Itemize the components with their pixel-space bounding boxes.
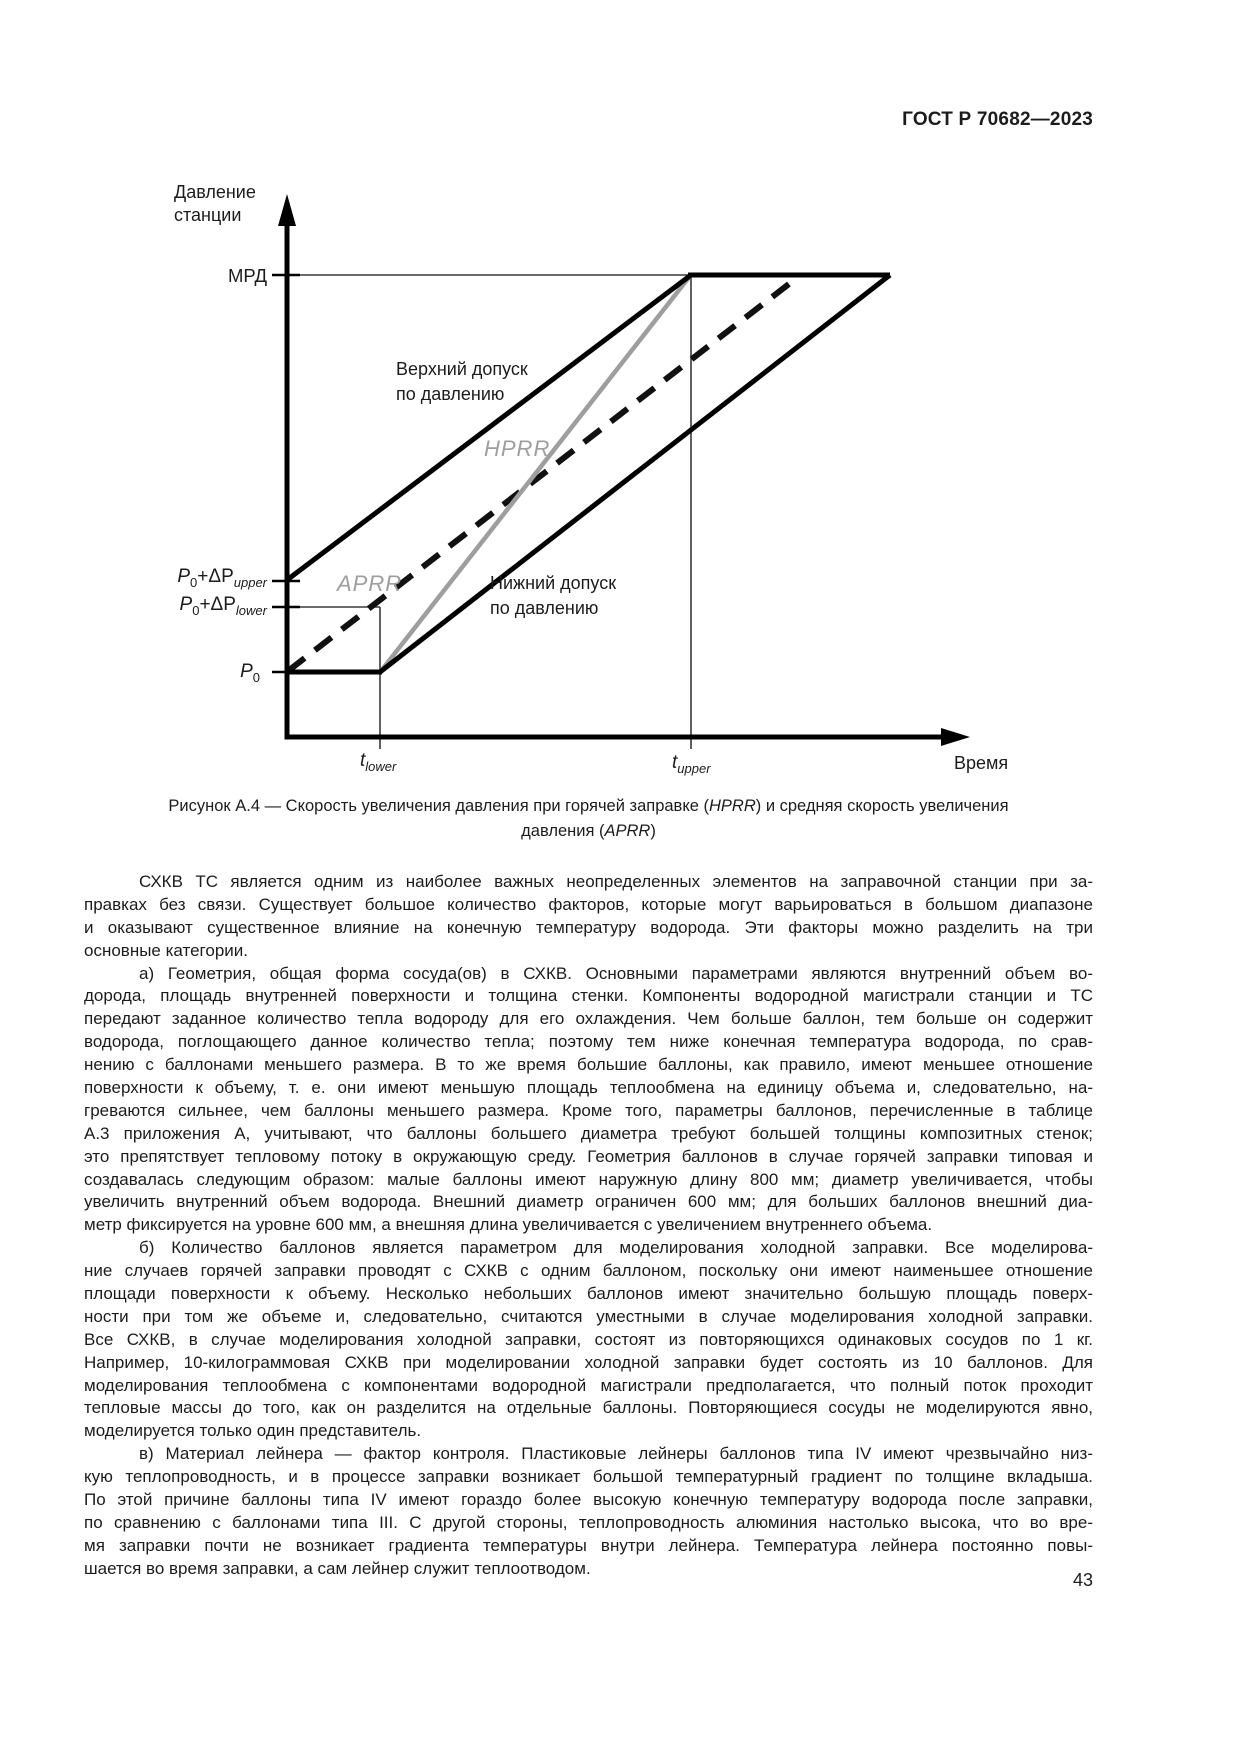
- lower-tolerance-line: [378, 273, 892, 674]
- body-line: Все СХКВ, в случае моделирования холодно…: [84, 1329, 1093, 1349]
- body-line: моделирования теплообмена с компонентами…: [84, 1375, 1093, 1395]
- body-line: метр фиксируется на уровне 600 мм, а вне…: [84, 1215, 933, 1235]
- body-line: передают заданное количество тепла водор…: [84, 1009, 1093, 1029]
- figure-a4-chart: Давление станции МРД P0+ΔPupper P0+ΔPlow…: [0, 0, 1241, 790]
- p-symbol: P: [240, 661, 253, 682]
- body-line: б) Количество баллонов является параметр…: [139, 1238, 1093, 1258]
- x-axis-arrow: [941, 728, 970, 746]
- body-line: площади поверхности к объему. Несколько …: [84, 1284, 1093, 1304]
- aprr-dashed-line: [286, 274, 800, 674]
- y-label-p-lower: P0+ΔPlower: [179, 594, 267, 618]
- x-label-t-upper: tupper: [672, 752, 711, 776]
- body-line: ности при том же объеме и, следовательно…: [84, 1306, 1093, 1326]
- body-line: по сравнению с баллонами типа III. С дру…: [84, 1512, 1093, 1532]
- p-symbol: P: [179, 594, 193, 615]
- y-axis-arrow: [278, 194, 296, 226]
- body-line: шается во время заправки, а сам лейнер с…: [84, 1558, 591, 1578]
- p-symbol: P: [177, 566, 191, 587]
- x-axis-title: Время: [954, 753, 1009, 773]
- body-line: моделируется только один представитель.: [84, 1421, 422, 1441]
- y-axis-title-line2: станции: [174, 205, 242, 225]
- y-label-p0: P0: [240, 661, 260, 685]
- body-line: Например, 10-килограммовая СХКВ при моде…: [84, 1352, 1093, 1372]
- figure-caption: Рисунок А.4 — Скорость увеличения давлен…: [84, 794, 1093, 844]
- body-line: мя заправки почти не возникает градиента…: [84, 1535, 1093, 1555]
- body-line: А.3 приложения А, учитывают, что баллоны…: [84, 1123, 1093, 1143]
- upper-tolerance-line: [285, 273, 693, 582]
- body-line: дорода, площадь внутренней поверхности и…: [84, 986, 1093, 1006]
- aprr-label: APRR: [337, 571, 403, 596]
- body-line: тепловые массы до того, как он разделитс…: [84, 1398, 1093, 1418]
- lower-tolerance-label: Нижний допуск по давлению: [490, 573, 617, 618]
- body-line: в) Материал лейнера — фактор контроля. П…: [139, 1444, 1093, 1464]
- body-line: нению с баллонами меньшего размера. В то…: [84, 1055, 1093, 1075]
- document-header: ГОСТ Р 70682—2023: [902, 109, 1093, 130]
- body-line: это препятствует тепловому потоку в окру…: [84, 1146, 1093, 1166]
- body-line: греваются сильнее, чем баллоны меньшего …: [84, 1100, 1093, 1120]
- page-number: 43: [1072, 1570, 1093, 1590]
- body-line: правках без связи. Существует большое ко…: [84, 894, 1093, 914]
- body-line: ние случаев горячей заправки проводят с …: [84, 1261, 1093, 1281]
- body-line: основные категории.: [84, 940, 249, 960]
- y-label-p-upper: P0+ΔPupper: [177, 566, 267, 590]
- y-axis-title: Давление станции: [174, 181, 256, 227]
- x-label-t-lower: tlower: [360, 750, 397, 774]
- body-line: а) Геометрия, общая форма сосуда(ов) в С…: [139, 963, 1093, 983]
- body-text: СХКВ ТС является одним из наиболее важны…: [84, 871, 1093, 1581]
- hprr-gray-line: [379, 274, 692, 673]
- figure-caption-line2: давления (APRR): [521, 822, 656, 840]
- figure-caption-line1: Рисунок А.4 — Скорость увеличения давлен…: [168, 797, 1009, 815]
- body-line: кую теплопроводность, и в процессе запра…: [84, 1467, 1093, 1487]
- body-line: поверхности к объему, т. е. они имеют ме…: [84, 1078, 1093, 1098]
- body-line: и оказывают существенное влияние на коне…: [84, 917, 1093, 937]
- y-axis-title-line1: Давление: [174, 182, 256, 202]
- body-line: По этой причине баллоны типа IV имеют го…: [84, 1490, 1093, 1510]
- body-line: водорода, поглощающего данное количество…: [84, 1032, 1093, 1052]
- body-line: увеличить внутренний объем водорода. Вне…: [84, 1192, 1093, 1212]
- upper-tolerance-label: Верхний допуск по давлению: [396, 359, 528, 404]
- body-line: СХКВ ТС является одним из наиболее важны…: [139, 872, 1093, 891]
- body-line: создавалась следующим образом: малые бал…: [84, 1169, 1093, 1189]
- chart-canvas: [272, 194, 970, 749]
- hprr-label: HPRR: [484, 436, 551, 461]
- y-label-mrd: МРД: [227, 265, 267, 286]
